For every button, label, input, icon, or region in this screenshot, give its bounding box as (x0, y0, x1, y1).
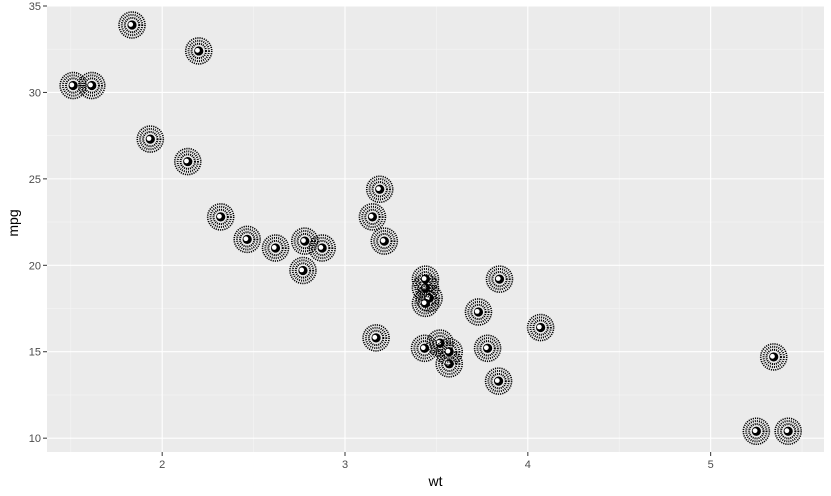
data-point (473, 334, 502, 363)
x-axis-title: wt (428, 473, 443, 489)
data-point (358, 203, 387, 231)
data-point (484, 367, 513, 395)
data-point (77, 71, 106, 100)
minor-gridlines (47, 6, 824, 452)
data-point (59, 71, 87, 100)
data-point (136, 125, 165, 153)
x-tick-label: 2 (159, 459, 165, 471)
y-tick-label: 10 (29, 433, 41, 445)
y-tick-label: 20 (29, 260, 41, 272)
data-point (118, 11, 146, 39)
y-axis-ticks: 10 15 20 25 30 35 (29, 1, 47, 445)
major-gridlines (47, 5, 824, 452)
data-point (289, 256, 317, 285)
x-tick-label: 4 (525, 459, 531, 471)
y-tick-label: 25 (29, 174, 41, 186)
plot-panel (47, 6, 824, 452)
data-point (464, 298, 493, 326)
data-point (411, 289, 440, 318)
data-point (742, 417, 771, 446)
data-point (173, 147, 202, 176)
x-axis-ticks: 2 3 4 5 (159, 452, 714, 471)
data-point (206, 203, 235, 231)
data-point (526, 313, 555, 342)
y-tick-label: 15 (29, 347, 41, 359)
data-point (184, 37, 213, 65)
data-point (233, 225, 261, 254)
data-point (362, 324, 390, 352)
y-tick-label: 30 (29, 87, 41, 99)
data-point (774, 417, 802, 446)
data-point (759, 343, 788, 371)
data-point (290, 227, 319, 255)
data-point (435, 337, 464, 366)
data-point (261, 234, 290, 262)
data-point (485, 265, 514, 293)
x-tick-label: 3 (342, 459, 348, 471)
data-point (370, 227, 399, 255)
x-tick-label: 5 (708, 459, 714, 471)
data-point (365, 175, 394, 204)
data-points (59, 11, 802, 446)
y-tick-label: 35 (29, 1, 41, 13)
y-axis-title: mpg (5, 209, 21, 236)
data-point (411, 265, 440, 293)
data-point (410, 334, 439, 363)
